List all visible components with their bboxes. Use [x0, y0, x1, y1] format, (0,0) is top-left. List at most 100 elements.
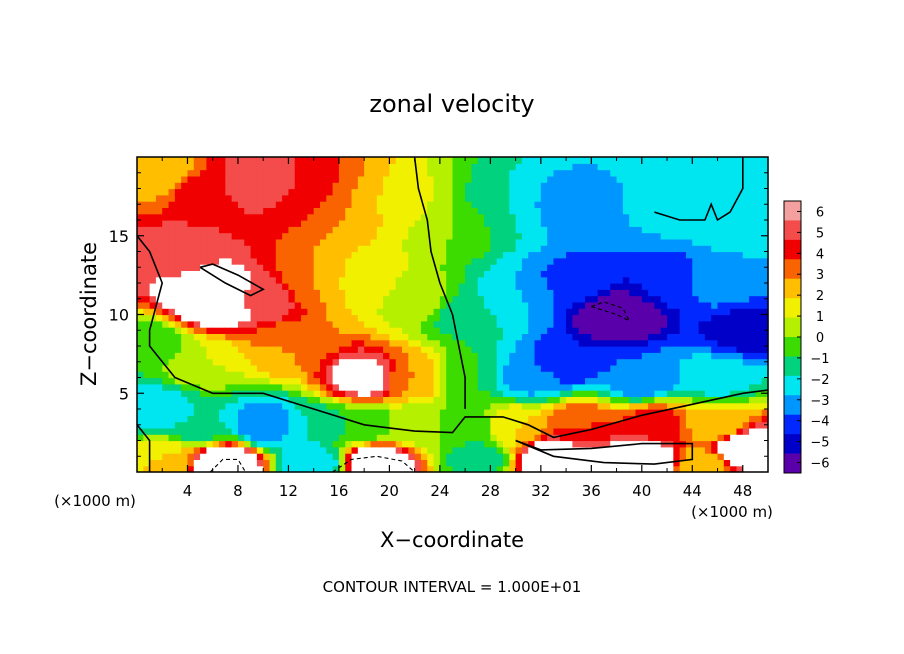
heatmap-cell — [332, 188, 340, 196]
heatmap-cell — [528, 163, 536, 171]
heatmap-cell — [641, 333, 649, 341]
heatmap-cell — [307, 352, 315, 360]
heatmap-cell — [484, 213, 491, 221]
heatmap-cell — [345, 264, 353, 271]
heatmap-cell — [521, 346, 529, 353]
heatmap-cell — [275, 289, 283, 297]
heatmap-cell — [509, 440, 517, 448]
heatmap-cell — [383, 434, 390, 442]
heatmap-cell — [717, 415, 725, 423]
heatmap-cell — [376, 188, 384, 196]
heatmap-cell — [187, 169, 195, 177]
heatmap-cell — [528, 301, 536, 309]
heatmap-cell — [477, 163, 485, 171]
heatmap-cell — [244, 339, 252, 347]
heatmap-cell — [635, 207, 643, 215]
heatmap-cell — [559, 327, 567, 334]
heatmap-cell — [301, 251, 308, 259]
heatmap-cell — [534, 283, 542, 290]
heatmap-cell — [212, 295, 220, 303]
heatmap-cell — [591, 440, 599, 448]
heatmap-cell — [420, 333, 428, 341]
heatmap-cell — [364, 226, 372, 234]
heatmap-cell — [225, 220, 233, 227]
heatmap-cell — [174, 327, 182, 334]
heatmap-cell — [635, 453, 643, 460]
heatmap-cell — [692, 257, 700, 265]
heatmap-cell — [250, 201, 258, 208]
heatmap-cell — [174, 333, 182, 341]
heatmap-cell — [427, 264, 435, 271]
heatmap-cell — [225, 339, 233, 347]
heatmap-cell — [698, 220, 706, 227]
heatmap-cell — [307, 308, 315, 316]
heatmap-cell — [225, 346, 233, 353]
heatmap-cell — [521, 358, 529, 366]
heatmap-cell — [717, 440, 725, 448]
heatmap-cell — [585, 459, 592, 467]
heatmap-cell — [635, 283, 643, 290]
heatmap-cell — [446, 427, 454, 435]
heatmap-cell — [338, 383, 346, 391]
heatmap-cell — [496, 301, 504, 309]
heatmap-cell — [225, 358, 233, 366]
heatmap-cell — [465, 245, 473, 253]
heatmap-cell — [528, 390, 536, 397]
heatmap-cell — [420, 358, 428, 366]
heatmap-cell — [338, 194, 346, 202]
heatmap-cell — [143, 396, 151, 404]
heatmap-cell — [376, 283, 384, 290]
heatmap-cell — [307, 295, 315, 303]
heatmap-cell — [635, 327, 643, 334]
heatmap-cell — [307, 270, 315, 278]
heatmap-cell — [749, 327, 756, 334]
heatmap-cell — [420, 320, 428, 328]
heatmap-cell — [465, 257, 473, 265]
heatmap-cell — [212, 276, 220, 284]
heatmap-cell — [610, 163, 618, 171]
heatmap-cell — [383, 169, 390, 177]
heatmap-cell — [534, 339, 542, 347]
heatmap-cell — [509, 402, 517, 410]
heatmap-cell — [319, 182, 327, 190]
heatmap-cell — [446, 339, 454, 347]
heatmap-cell — [667, 301, 674, 309]
heatmap-cell — [155, 390, 163, 397]
heatmap-cell — [282, 283, 290, 290]
heatmap-cell — [452, 409, 460, 416]
heatmap-cell — [477, 157, 485, 164]
heatmap-cell — [395, 358, 403, 366]
heatmap-cell — [679, 264, 687, 271]
heatmap-cell — [521, 453, 529, 460]
heatmap-cell — [648, 346, 656, 353]
heatmap-cell — [225, 459, 233, 467]
heatmap-cell — [439, 446, 447, 454]
heatmap-cell — [452, 459, 460, 467]
heatmap-cell — [319, 157, 327, 164]
heatmap-cell — [685, 182, 693, 190]
heatmap-cell — [629, 371, 637, 379]
heatmap-cell — [174, 320, 182, 328]
heatmap-cell — [256, 396, 264, 404]
heatmap-cell — [629, 396, 637, 404]
heatmap-cell — [648, 453, 656, 460]
heatmap-cell — [402, 446, 409, 454]
heatmap-cell — [357, 453, 365, 460]
heatmap-cell — [219, 175, 226, 183]
heatmap-cell — [288, 339, 296, 347]
heatmap-cell — [755, 201, 763, 208]
heatmap-cell — [414, 434, 422, 442]
heatmap-cell — [629, 427, 637, 435]
heatmap-cell — [578, 245, 586, 253]
heatmap-cell — [736, 402, 744, 410]
heatmap-cell — [402, 358, 409, 366]
heatmap-cell — [420, 245, 428, 253]
heatmap-cell — [307, 390, 315, 397]
heatmap-cell — [534, 232, 542, 240]
heatmap-cell — [383, 220, 390, 227]
heatmap-cell — [749, 276, 756, 284]
heatmap-cell — [338, 188, 346, 196]
heatmap-cell — [597, 245, 605, 253]
heatmap-cell — [143, 364, 151, 372]
heatmap-cell — [414, 409, 422, 416]
